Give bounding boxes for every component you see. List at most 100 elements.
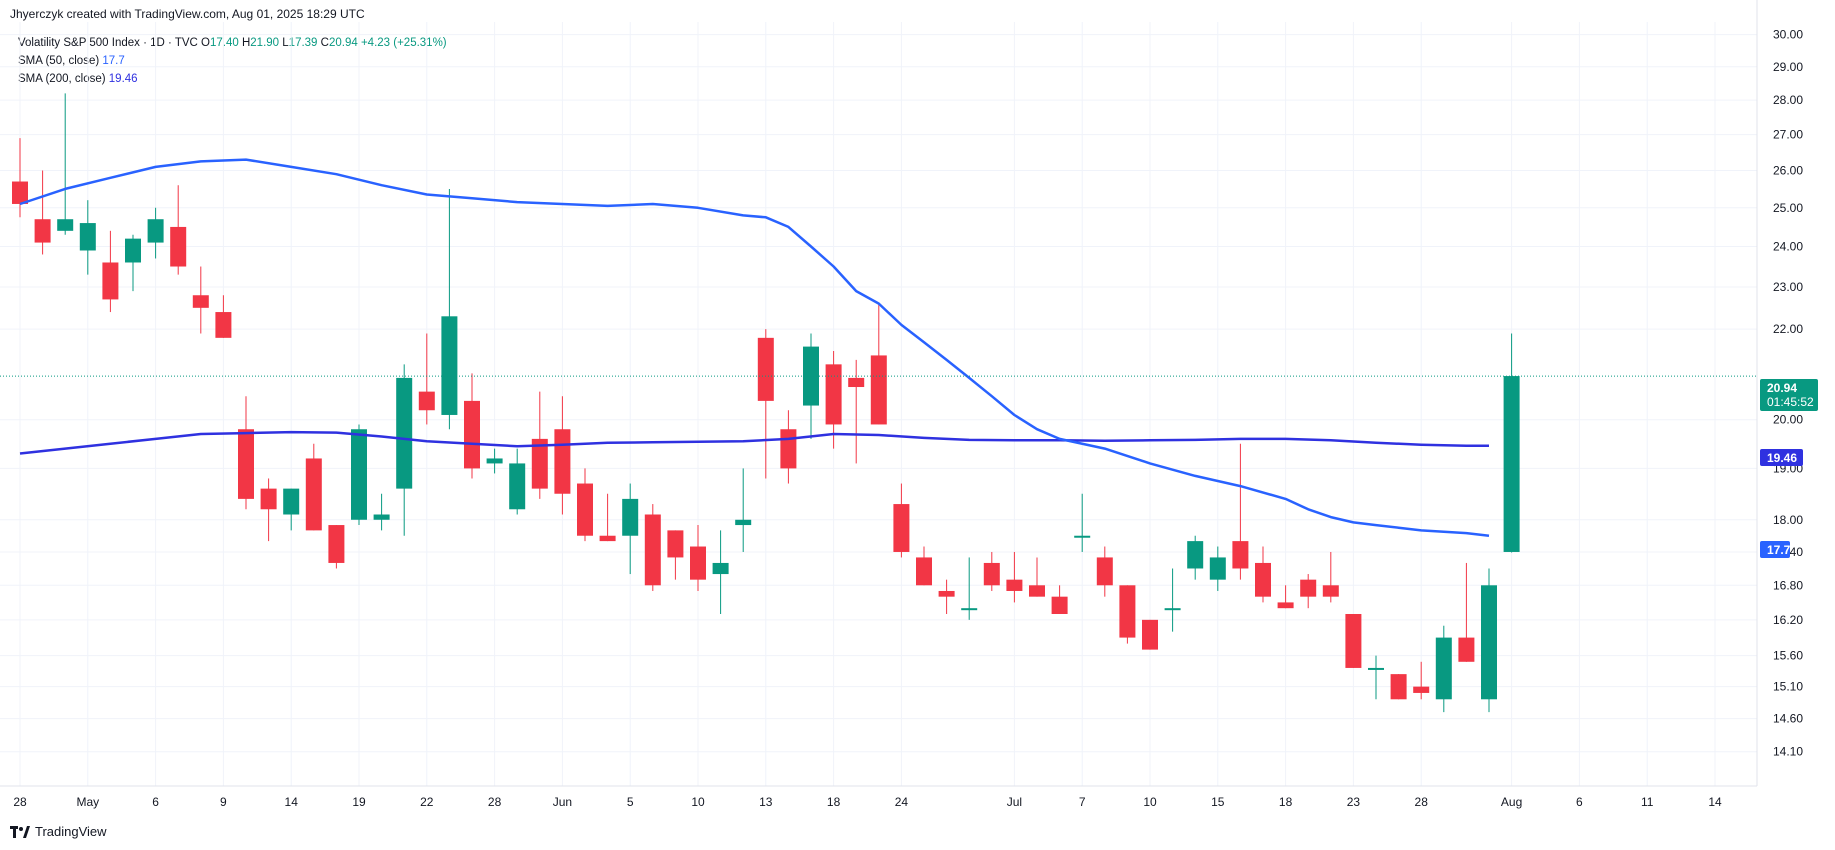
candle-up[interactable] (1074, 535, 1091, 538)
candle-down[interactable] (1413, 686, 1430, 693)
x-tick-label: 10 (1143, 795, 1157, 809)
legend-sma200-row[interactable]: SMA (200, close) 19.46 (18, 70, 447, 88)
y-tick-label: 15.60 (1773, 649, 1803, 663)
candle-down[interactable] (192, 295, 209, 308)
candle-down[interactable] (1255, 562, 1271, 597)
candle-down[interactable] (1277, 602, 1294, 609)
candle-down[interactable] (1458, 637, 1475, 662)
candle-up[interactable] (622, 498, 639, 536)
candle-down[interactable] (1051, 596, 1068, 614)
candle-up[interactable] (1435, 637, 1452, 700)
x-tick-label: 11 (1641, 795, 1654, 809)
candle-up[interactable] (373, 514, 390, 520)
candle-down[interactable] (870, 355, 887, 425)
y-tick-label: 24.00 (1773, 240, 1803, 254)
candle-up[interactable] (486, 458, 503, 464)
candle-up[interactable] (509, 463, 526, 510)
y-tick-label: 25.00 (1773, 201, 1803, 215)
candle-down[interactable] (599, 535, 616, 542)
sma200-line[interactable] (19, 430, 1489, 455)
candle-down[interactable] (757, 337, 774, 401)
candle-down[interactable] (1006, 579, 1023, 591)
sma50-line[interactable] (19, 158, 1490, 537)
candle-down[interactable] (1300, 579, 1317, 597)
sma50-badge (1760, 541, 1790, 558)
last-price-countdown: 01:45:52 (1767, 395, 1814, 409)
chart-legend: Volatility S&P 500 Index · 1D · TVC O17.… (18, 34, 447, 88)
candle-down[interactable] (1119, 585, 1136, 638)
candle-down[interactable] (464, 400, 480, 469)
legend-symbol: Volatility S&P 500 Index · 1D · TVC (18, 37, 198, 49)
candle-down[interactable] (531, 438, 548, 489)
y-tick-label: 23.00 (1773, 280, 1803, 294)
candle-up[interactable] (735, 519, 752, 526)
candle-up[interactable] (1187, 541, 1204, 569)
x-tick-label: 15 (1211, 795, 1225, 809)
candle-down[interactable] (1345, 613, 1362, 668)
candle-up[interactable] (125, 238, 141, 263)
candle-down[interactable] (848, 377, 865, 388)
x-tick-label: Jul (1007, 795, 1022, 809)
candle-down[interactable] (1322, 585, 1339, 597)
tradingview-logo-icon (10, 825, 30, 838)
candle-down[interactable] (12, 181, 28, 204)
x-tick-label: Aug (1501, 795, 1522, 809)
candle-down[interactable] (690, 546, 706, 580)
candle-down[interactable] (215, 312, 232, 338)
candle-down[interactable] (667, 530, 684, 558)
candle-up[interactable] (351, 429, 367, 520)
y-tick-label: 27.00 (1773, 128, 1803, 142)
candle-down[interactable] (305, 458, 322, 531)
candle-down[interactable] (1142, 619, 1158, 650)
candle-down[interactable] (825, 364, 842, 425)
legend-sma50-row[interactable]: SMA (50, close) 17.7 (18, 52, 447, 70)
candle-down[interactable] (938, 590, 955, 597)
candle-down[interactable] (577, 483, 593, 536)
candle-up[interactable] (396, 377, 413, 489)
candle-down[interactable] (102, 262, 119, 300)
candle-down[interactable] (34, 219, 51, 243)
x-tick-label: 10 (691, 795, 705, 809)
candle-down[interactable] (418, 391, 435, 411)
candle-down[interactable] (916, 557, 932, 586)
candle-up[interactable] (147, 219, 164, 243)
candle-down[interactable] (554, 429, 571, 494)
candle-down[interactable] (644, 514, 661, 586)
candle-up[interactable] (79, 223, 96, 251)
candle-down[interactable] (780, 429, 797, 469)
candle-up[interactable] (441, 316, 458, 415)
sma-layer (0, 158, 1757, 537)
candle-down[interactable] (238, 429, 254, 499)
candle-down[interactable] (260, 488, 277, 510)
legend-o-label: O (201, 37, 210, 49)
candle-up[interactable] (712, 562, 729, 575)
candle-down[interactable] (1096, 557, 1113, 586)
candle-up[interactable] (1164, 608, 1181, 611)
tradingview-brand[interactable]: TradingView (10, 824, 107, 839)
x-tick-label: 14 (1708, 795, 1722, 809)
candle-up[interactable] (1209, 557, 1226, 580)
candle-down[interactable] (983, 562, 1000, 586)
candle-down[interactable] (170, 226, 187, 267)
sma200-badge-value: 19.46 (1767, 451, 1797, 465)
candle-down[interactable] (328, 525, 345, 563)
chart-credit: Jhyerczyk created with TradingView.com, … (10, 7, 365, 21)
x-tick-label: 28 (488, 795, 502, 809)
candle-down[interactable] (893, 504, 910, 552)
candle-down[interactable] (1029, 585, 1045, 597)
candle-up[interactable] (961, 608, 978, 611)
legend-open-value: 17.40 (209, 37, 239, 49)
candle-up[interactable] (57, 219, 74, 231)
candle-down[interactable] (1232, 541, 1249, 569)
legend-sma50-label: SMA (50, close) (18, 55, 100, 67)
candle-up[interactable] (1503, 376, 1520, 552)
candle-up[interactable] (283, 488, 300, 515)
legend-ohlc-row[interactable]: Volatility S&P 500 Index · 1D · TVC O17.… (18, 34, 447, 52)
y-tick-label: 28.00 (1773, 93, 1803, 107)
candle-up[interactable] (1368, 667, 1384, 670)
axes-layer: 30.00 29.00 28.00 27.00 26.00 25.00 24.00 23.00… (0, 0, 1803, 809)
candle-up[interactable] (1481, 585, 1497, 700)
candle-down[interactable] (1390, 674, 1407, 700)
x-tick-label: 7 (1079, 795, 1086, 809)
